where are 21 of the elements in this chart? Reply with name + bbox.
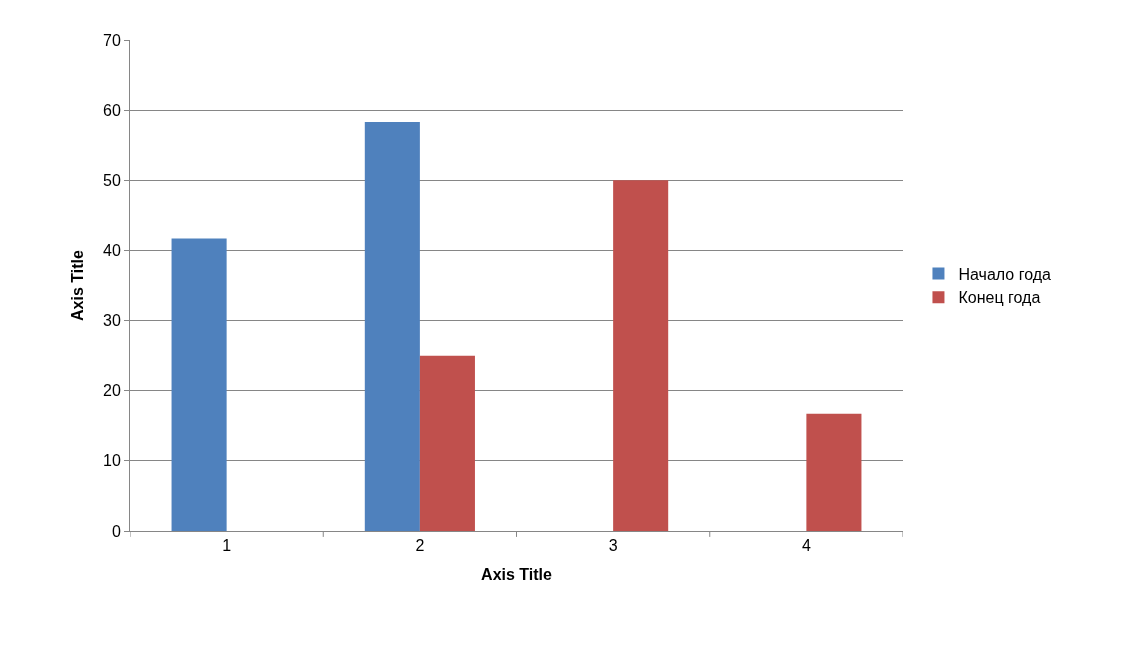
y-tick-label: 20: [103, 382, 121, 400]
bar: [364, 122, 420, 531]
y-tick-label: 40: [103, 242, 121, 260]
y-axis-title: Axis Title: [68, 249, 86, 321]
bar: [806, 413, 862, 531]
legend-label: Начало года: [958, 265, 1052, 283]
legend-label: Конец года: [958, 289, 1041, 307]
y-tick-label: 60: [103, 101, 121, 119]
x-axis-title: Axis Title: [481, 565, 553, 583]
x-tick-label: 4: [801, 537, 811, 555]
bar: [171, 238, 227, 531]
y-tick-label: 0: [111, 522, 121, 540]
bar: [613, 180, 669, 531]
bar: [419, 355, 475, 531]
y-tick-label: 70: [103, 31, 121, 49]
y-tick-label: 30: [103, 312, 121, 330]
y-tick-label: 50: [103, 171, 121, 189]
x-tick-label: 1: [222, 537, 232, 555]
x-tick-label: 2: [415, 537, 425, 555]
y-tick-label: 10: [103, 452, 121, 470]
x-tick-label: 3: [608, 537, 618, 555]
